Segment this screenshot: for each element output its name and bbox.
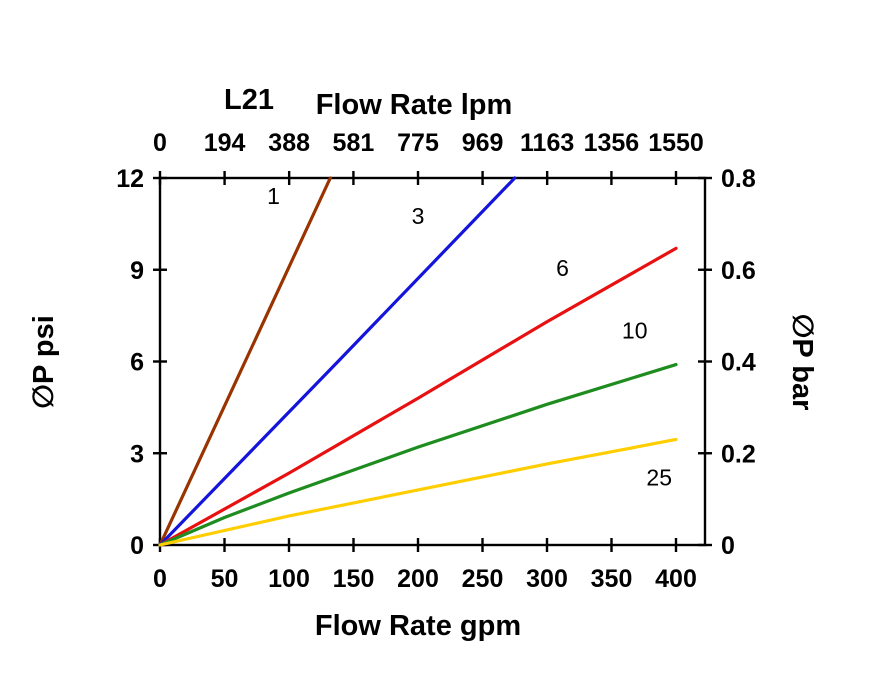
- x-top-tick-label: 0: [153, 129, 167, 157]
- plot-border: [158, 176, 707, 547]
- x-bottom-tick-label: 0: [153, 565, 167, 593]
- x-bottom-tick-label: 350: [591, 565, 633, 593]
- x-bottom-tick-label: 300: [526, 565, 568, 593]
- y-left-tick-label: 0: [130, 532, 144, 560]
- x-bottom-tick-label: 200: [397, 565, 439, 593]
- y-right-tick-label: 0: [721, 532, 735, 560]
- series-line-10: [158, 362, 678, 547]
- bottom-axis-title: Flow Rate gpm: [314, 610, 522, 642]
- y-right-tick-label: 0.6: [721, 257, 756, 285]
- series-label-6: 6: [556, 255, 569, 281]
- series-label-10: 10: [622, 318, 648, 344]
- x-top-tick-label: 969: [462, 129, 504, 157]
- series-label-3: 3: [412, 203, 425, 229]
- y-right-tick-label: 0.4: [721, 349, 756, 377]
- series-line-1: [158, 176, 332, 547]
- x-bottom-tick-label: 150: [333, 565, 375, 593]
- y-left-tick-label: 6: [130, 349, 144, 377]
- x-top-tick-label: 775: [397, 129, 439, 157]
- x-top-tick-label: 581: [333, 129, 375, 157]
- y-right-tick-label: 0.2: [721, 440, 756, 468]
- top-axis-title: Flow Rate lpm: [315, 89, 513, 121]
- y-left-tick-label: 3: [130, 440, 144, 468]
- x-top-tick-label: 194: [204, 129, 246, 157]
- y-right-tick-label: 0.8: [721, 165, 756, 193]
- x-bottom-tick-label: 50: [211, 565, 239, 593]
- series-label-1: 1: [267, 183, 280, 209]
- y-left-tick-label: 12: [116, 165, 144, 193]
- x-top-tick-label: 1550: [648, 129, 704, 157]
- series-line-3: [158, 176, 517, 547]
- chart-model-label: L21: [224, 84, 274, 116]
- x-bottom-tick-label: 400: [655, 565, 697, 593]
- x-top-tick-label: 388: [268, 129, 310, 157]
- x-bottom-tick-label: 250: [462, 565, 504, 593]
- right-axis-title: ∅P bar: [785, 313, 818, 411]
- series-label-25: 25: [646, 464, 672, 490]
- series-line-6: [158, 246, 678, 547]
- x-bottom-tick-label: 100: [268, 565, 310, 593]
- left-axis-title: ∅P psi: [28, 315, 61, 409]
- x-top-tick-label: 1356: [584, 129, 640, 157]
- series-line-25: [158, 437, 678, 547]
- x-top-tick-label: 1163: [520, 129, 574, 157]
- y-left-tick-label: 9: [130, 257, 144, 285]
